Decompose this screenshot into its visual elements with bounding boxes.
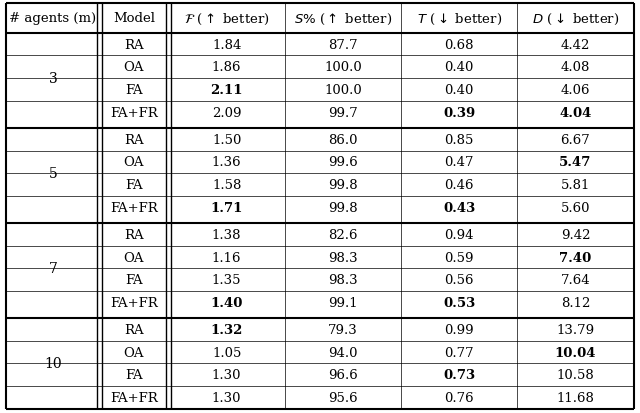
Text: OA: OA: [124, 156, 144, 169]
Text: Model: Model: [113, 12, 155, 26]
Text: 4.06: 4.06: [561, 84, 590, 97]
Text: FA: FA: [125, 179, 143, 192]
Text: 0.94: 0.94: [444, 228, 474, 241]
Text: 1.35: 1.35: [212, 273, 241, 287]
Text: 0.56: 0.56: [444, 273, 474, 287]
Text: 4.42: 4.42: [561, 38, 590, 52]
Text: 0.76: 0.76: [444, 391, 474, 404]
Text: 82.6: 82.6: [328, 228, 358, 241]
Text: 87.7: 87.7: [328, 38, 358, 52]
Text: RA: RA: [124, 228, 144, 241]
Text: 11.68: 11.68: [557, 391, 595, 404]
Text: 86.0: 86.0: [328, 133, 358, 146]
Text: RA: RA: [124, 133, 144, 146]
Text: OA: OA: [124, 346, 144, 359]
Text: 1.16: 1.16: [212, 251, 241, 264]
Text: 1.36: 1.36: [212, 156, 241, 169]
Text: 1.40: 1.40: [211, 296, 243, 309]
Text: 4.04: 4.04: [559, 107, 591, 119]
Text: 1.30: 1.30: [212, 391, 241, 404]
Text: 8.12: 8.12: [561, 296, 590, 309]
Text: 98.3: 98.3: [328, 273, 358, 287]
Text: 0.77: 0.77: [444, 346, 474, 359]
Text: 99.7: 99.7: [328, 107, 358, 119]
Text: 95.6: 95.6: [328, 391, 358, 404]
Text: 5: 5: [49, 167, 58, 181]
Text: 98.3: 98.3: [328, 251, 358, 264]
Text: 0.85: 0.85: [445, 133, 474, 146]
Text: 100.0: 100.0: [324, 84, 362, 97]
Text: $\mathcal{F}$ ($\uparrow$ better): $\mathcal{F}$ ($\uparrow$ better): [184, 12, 269, 26]
Text: 1.38: 1.38: [212, 228, 241, 241]
Text: 1.71: 1.71: [211, 201, 243, 214]
Text: $D$ ($\downarrow$ better): $D$ ($\downarrow$ better): [532, 12, 619, 26]
Text: 4.08: 4.08: [561, 61, 590, 74]
Text: 13.79: 13.79: [556, 323, 595, 336]
Text: 0.59: 0.59: [444, 251, 474, 264]
Text: 7.40: 7.40: [559, 251, 591, 264]
Text: FA+FR: FA+FR: [110, 391, 158, 404]
Text: 0.43: 0.43: [443, 201, 476, 214]
Text: 3: 3: [49, 72, 58, 86]
Text: 1.86: 1.86: [212, 61, 241, 74]
Text: 99.6: 99.6: [328, 156, 358, 169]
Text: 7: 7: [49, 262, 58, 276]
Text: FA: FA: [125, 84, 143, 97]
Text: FA: FA: [125, 273, 143, 287]
Text: 5.47: 5.47: [559, 156, 591, 169]
Text: 99.8: 99.8: [328, 201, 358, 214]
Text: 0.39: 0.39: [443, 107, 476, 119]
Text: 0.68: 0.68: [444, 38, 474, 52]
Text: 100.0: 100.0: [324, 61, 362, 74]
Text: RA: RA: [124, 38, 144, 52]
Text: 1.32: 1.32: [211, 323, 243, 336]
Text: 0.40: 0.40: [445, 84, 474, 97]
Text: 5.81: 5.81: [561, 179, 590, 192]
Text: FA+FR: FA+FR: [110, 296, 158, 309]
Text: 1.58: 1.58: [212, 179, 241, 192]
Text: $T$ ($\downarrow$ better): $T$ ($\downarrow$ better): [417, 12, 502, 26]
Text: 0.53: 0.53: [443, 296, 476, 309]
Text: 0.47: 0.47: [444, 156, 474, 169]
Text: 2.09: 2.09: [212, 107, 241, 119]
Text: RA: RA: [124, 323, 144, 336]
Text: 99.8: 99.8: [328, 179, 358, 192]
Text: 79.3: 79.3: [328, 323, 358, 336]
Text: # agents (m): # agents (m): [10, 12, 97, 26]
Text: 1.50: 1.50: [212, 133, 241, 146]
Text: FA+FR: FA+FR: [110, 201, 158, 214]
Text: 96.6: 96.6: [328, 368, 358, 382]
Text: 2.11: 2.11: [211, 84, 243, 97]
Text: 99.1: 99.1: [328, 296, 358, 309]
Text: 0.40: 0.40: [445, 61, 474, 74]
Text: 10.58: 10.58: [557, 368, 595, 382]
Text: 7.64: 7.64: [561, 273, 590, 287]
Text: 0.99: 0.99: [444, 323, 474, 336]
Text: FA+FR: FA+FR: [110, 107, 158, 119]
Text: 0.46: 0.46: [444, 179, 474, 192]
Text: 10: 10: [44, 357, 61, 370]
Text: 0.73: 0.73: [443, 368, 476, 382]
Text: 1.05: 1.05: [212, 346, 241, 359]
Text: 1.84: 1.84: [212, 38, 241, 52]
Text: OA: OA: [124, 61, 144, 74]
Text: 10.04: 10.04: [555, 346, 596, 359]
Text: OA: OA: [124, 251, 144, 264]
Text: 1.30: 1.30: [212, 368, 241, 382]
Text: FA: FA: [125, 368, 143, 382]
Text: 94.0: 94.0: [328, 346, 358, 359]
Text: $S\%$ ($\uparrow$ better): $S\%$ ($\uparrow$ better): [294, 12, 392, 26]
Text: 5.60: 5.60: [561, 201, 590, 214]
Text: 6.67: 6.67: [561, 133, 590, 146]
Text: 9.42: 9.42: [561, 228, 590, 241]
